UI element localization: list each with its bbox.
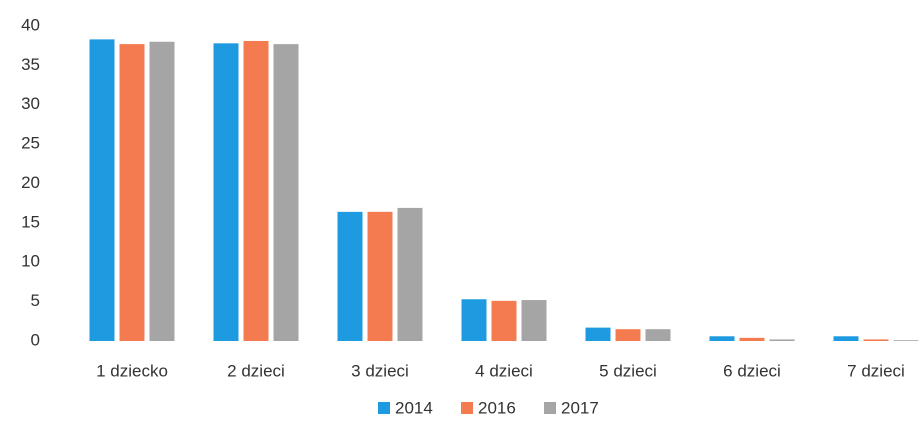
bar (461, 299, 487, 341)
bar (89, 39, 115, 341)
bar (893, 340, 919, 341)
bar (273, 44, 299, 342)
x-tick-label: 3 dzieci (351, 361, 409, 380)
bar (521, 300, 547, 341)
bar (769, 339, 795, 341)
y-tick-label: 15 (21, 212, 40, 231)
y-tick-label: 0 (31, 330, 40, 349)
bar (739, 337, 765, 341)
bar (367, 211, 393, 341)
legend-swatch (461, 402, 473, 414)
y-tick-label: 40 (21, 15, 40, 34)
x-tick-label: 1 dziecko (96, 361, 168, 380)
bar (119, 44, 145, 342)
bar (397, 207, 423, 341)
legend-label: 2017 (561, 398, 599, 417)
x-tick-label: 5 dzieci (599, 361, 657, 380)
y-tick-label: 10 (21, 252, 40, 271)
bar (709, 336, 735, 341)
bar (337, 211, 363, 341)
bar (615, 329, 641, 341)
y-tick-label: 5 (31, 291, 40, 310)
legend-swatch (378, 402, 390, 414)
bar (833, 336, 859, 341)
legend-label: 2014 (395, 398, 433, 417)
x-tick-label: 6 dzieci (723, 361, 781, 380)
bar (213, 43, 239, 341)
legend-label: 2016 (478, 398, 516, 417)
bar (491, 300, 517, 341)
y-tick-label: 25 (21, 134, 40, 153)
x-tick-label: 4 dzieci (475, 361, 533, 380)
legend-swatch (544, 402, 556, 414)
y-tick-label: 35 (21, 55, 40, 74)
y-tick-label: 30 (21, 94, 40, 113)
x-tick-label: 7 dzieci (847, 361, 905, 380)
bar (585, 327, 611, 341)
y-tick-label: 20 (21, 173, 40, 192)
bar (149, 41, 175, 341)
bar (863, 339, 889, 341)
bar (243, 40, 269, 342)
bar (645, 329, 671, 341)
x-tick-label: 2 dzieci (227, 361, 285, 380)
